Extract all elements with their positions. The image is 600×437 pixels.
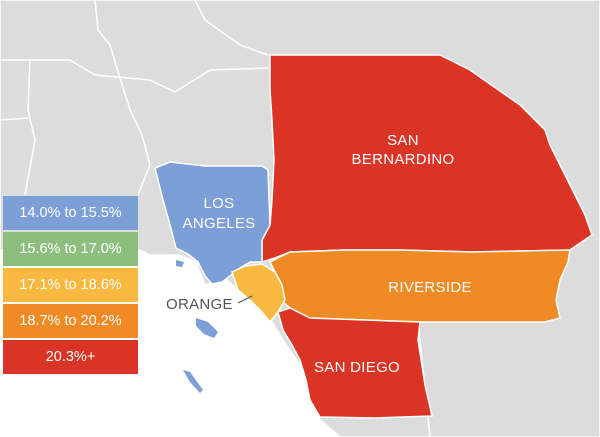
orange-leader-line: [237, 295, 253, 304]
label-los-angeles-line1: LOS: [204, 195, 235, 212]
label-los-angeles-line2: ANGELES: [183, 215, 256, 232]
label-riverside: RIVERSIDE: [388, 279, 472, 296]
label-san-bernardino-line2: BERNARDINO: [351, 151, 454, 168]
island-santa-catalina: [196, 318, 218, 338]
label-orange: ORANGE: [166, 296, 233, 313]
legend-item-15-17: 15.6% to 17.0%: [3, 232, 138, 266]
legend-item-18-20: 18.7% to 20.2%: [3, 304, 138, 338]
island-san-clemente: [183, 370, 203, 393]
legend-item-17-18: 17.1% to 18.6%: [3, 268, 138, 302]
label-san-diego: SAN DIEGO: [314, 359, 400, 376]
legend-item-14-15: 14.0% to 15.5%: [3, 196, 138, 230]
label-san-bernardino-line1: SAN: [387, 132, 419, 149]
legend-item-20-plus: 20.3%+: [3, 340, 138, 374]
legend: 14.0% to 15.5% 15.6% to 17.0% 17.1% to 1…: [3, 196, 138, 374]
island-small: [176, 260, 184, 267]
county-san-diego[interactable]: [277, 307, 433, 419]
